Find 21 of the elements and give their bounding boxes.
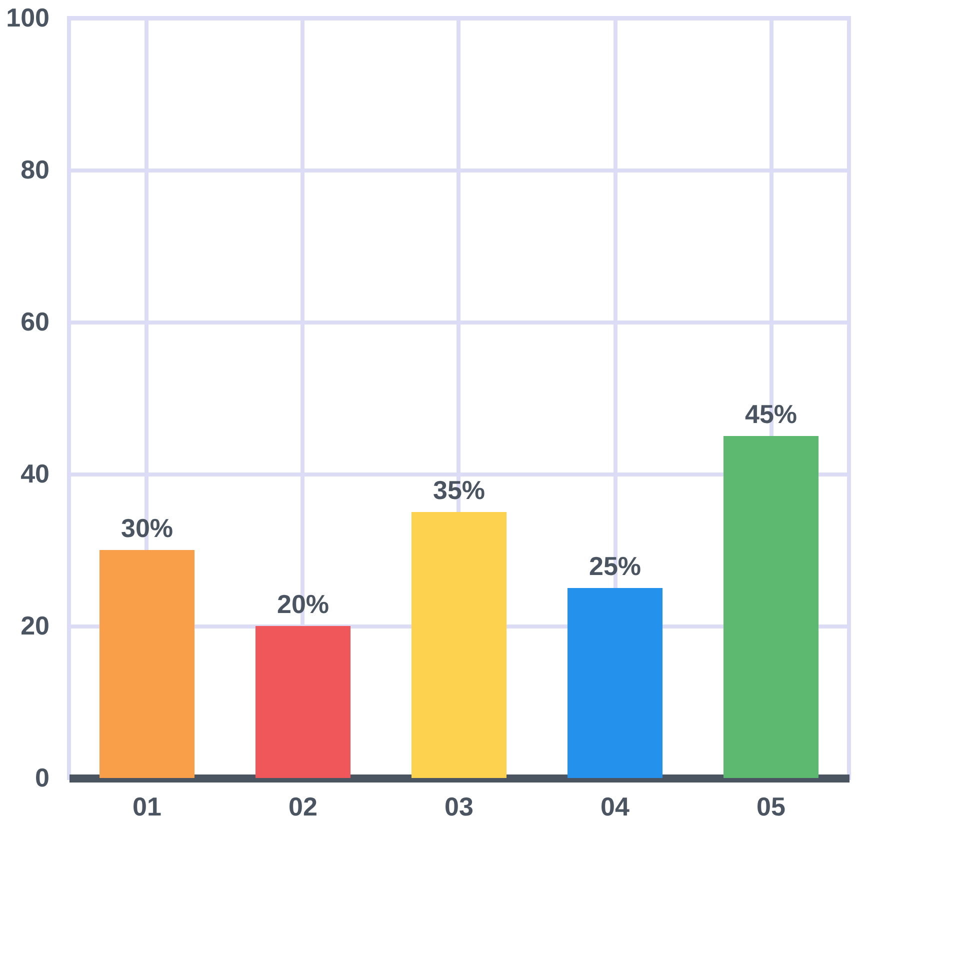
y-tick-label: 0	[35, 762, 50, 792]
y-tick-label: 80	[20, 154, 50, 184]
bar	[100, 550, 194, 778]
data-label: 30%	[120, 513, 174, 543]
data-label: 45%	[744, 399, 798, 429]
y-tick-label: 100	[6, 2, 50, 32]
bar	[568, 588, 662, 778]
y-tick-label: 40	[20, 458, 50, 488]
data-label: 35%	[432, 475, 486, 505]
x-tick-label: 01	[132, 792, 162, 822]
y-tick-label: 60	[20, 306, 50, 336]
bar	[724, 436, 818, 778]
y-tick-label: 20	[20, 610, 50, 640]
data-label: 20%	[276, 589, 330, 619]
data-label: 25%	[588, 551, 642, 581]
x-tick-label: 05	[756, 792, 786, 822]
x-tick-label: 04	[600, 792, 630, 822]
bar	[412, 512, 506, 778]
bar	[256, 626, 350, 778]
x-tick-label: 03	[444, 792, 474, 822]
x-tick-label: 02	[288, 792, 318, 822]
